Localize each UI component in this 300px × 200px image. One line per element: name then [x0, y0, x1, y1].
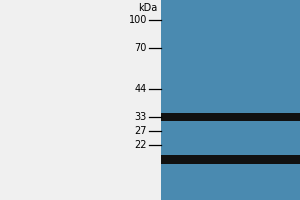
Text: 22: 22	[134, 140, 147, 150]
Text: 33: 33	[135, 112, 147, 122]
Bar	[160, 113, 300, 121]
Bar	[160, 154, 300, 164]
Bar	[160, 0, 300, 200]
Text: 27: 27	[134, 126, 147, 136]
Text: 100: 100	[129, 15, 147, 25]
Text: 44: 44	[135, 84, 147, 94]
Text: 70: 70	[135, 43, 147, 53]
Text: kDa: kDa	[138, 3, 158, 13]
